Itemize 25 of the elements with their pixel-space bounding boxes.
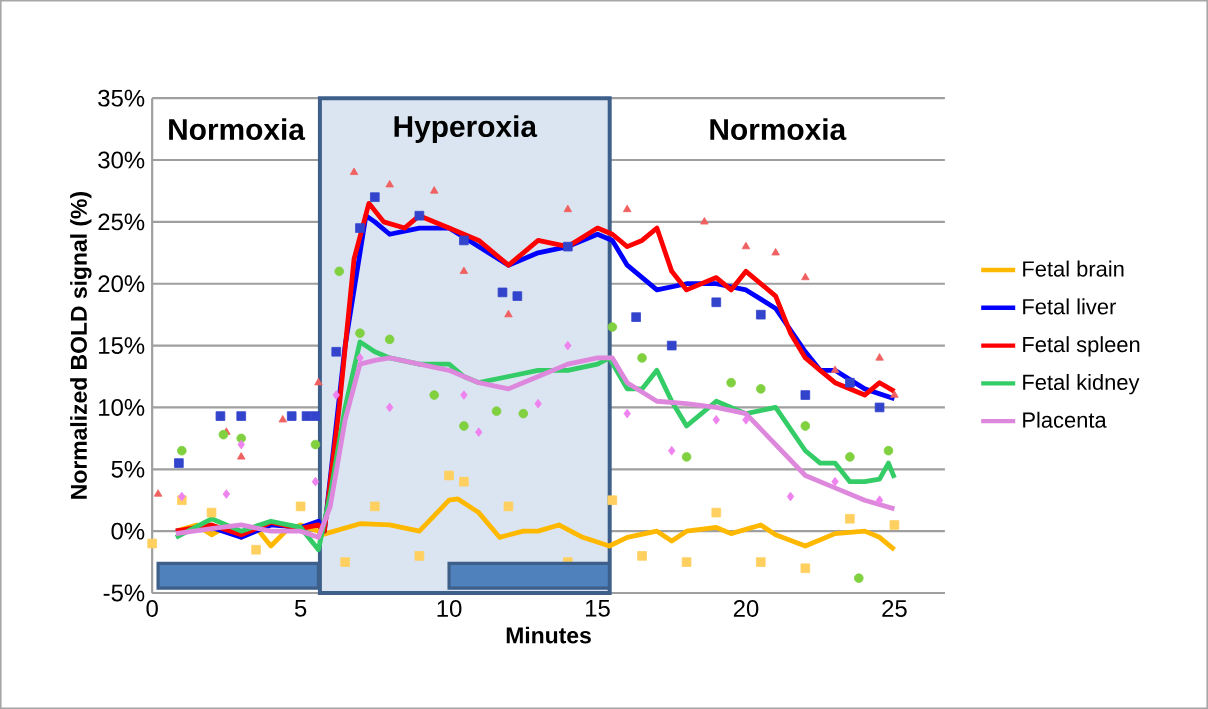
x-tick-label: 10	[437, 599, 462, 617]
y-tick-label: 10%	[99, 398, 145, 416]
y-tick-label: -5%	[103, 584, 145, 602]
x-tick-label: 25	[882, 599, 907, 617]
y-axis-title: Normalized BOLD signal (%)	[70, 192, 92, 499]
legend-label: Fetal brain	[1023, 260, 1124, 277]
y-tick-label: 20%	[98, 275, 145, 293]
x-axis-title: Minutes	[506, 626, 591, 644]
legend-label: Fetal liver	[1023, 298, 1116, 315]
x-tick-label: 15	[586, 599, 610, 617]
x-tick-label: 0	[146, 599, 158, 617]
legend-label: Placenta	[1023, 411, 1107, 428]
x-tick-label: 20	[733, 599, 759, 617]
y-tick-label: 15%	[99, 337, 145, 354]
annotation: Normoxia	[710, 118, 847, 140]
annotation: Normoxia	[169, 118, 306, 140]
legend-label: Fetal kidney	[1023, 373, 1140, 395]
band-label: Hyperoxia	[394, 115, 538, 143]
y-tick-label: 30%	[98, 151, 145, 169]
y-tick-label: 0%	[111, 522, 145, 540]
y-tick-label: 25%	[98, 213, 145, 231]
x-tick-label: 5	[294, 599, 307, 617]
legend-label: Fetal spleen	[1023, 336, 1140, 357]
y-tick-label: 35%	[98, 89, 145, 107]
y-tick-label: 5%	[111, 460, 145, 478]
